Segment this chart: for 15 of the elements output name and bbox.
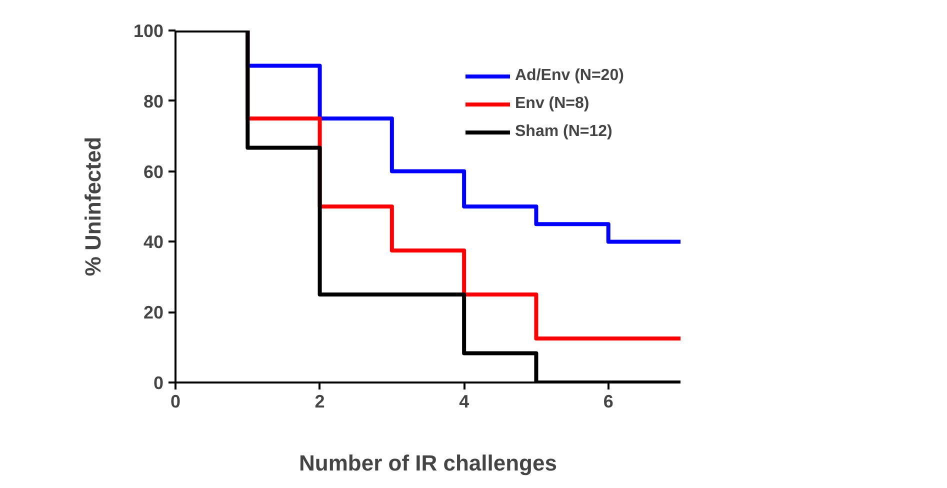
y-axis-title: % Uninfected [80, 136, 106, 276]
x-tick-label: 6 [603, 392, 614, 412]
x-axis-title: Number of IR challenges [299, 450, 557, 476]
x-tick-label: 0 [170, 392, 181, 412]
y-tick-label: 80 [143, 91, 164, 112]
y-tick-label: 20 [143, 302, 164, 323]
y-tick-label: 0 [153, 373, 164, 393]
legend-label: Env (N=8) [515, 95, 590, 113]
x-tick-label: 4 [459, 392, 470, 412]
y-tick-label: 100 [133, 21, 164, 41]
x-tick-label: 2 [314, 392, 325, 412]
legend-label: Sham (N=12) [515, 123, 612, 141]
y-tick-label: 60 [143, 162, 164, 182]
legend-label: Ad/Env (N=20) [515, 67, 624, 85]
y-tick-label: 40 [143, 232, 164, 252]
